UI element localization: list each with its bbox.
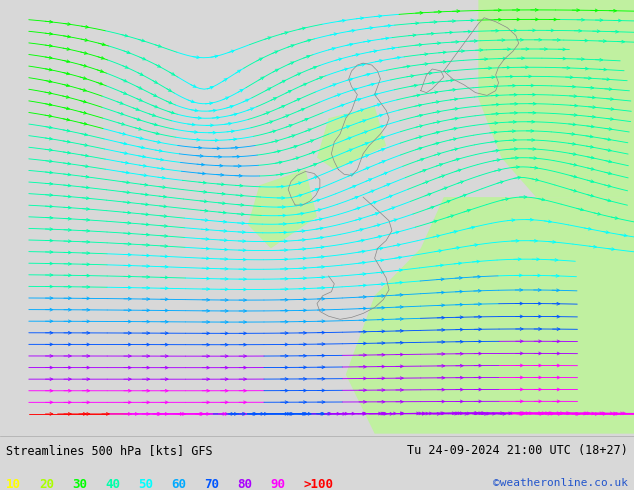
Text: 40: 40 bbox=[105, 478, 120, 490]
Text: ©weatheronline.co.uk: ©weatheronline.co.uk bbox=[493, 478, 628, 488]
Text: 30: 30 bbox=[72, 478, 87, 490]
Text: >100: >100 bbox=[303, 478, 333, 490]
Text: 80: 80 bbox=[237, 478, 252, 490]
Text: 20: 20 bbox=[39, 478, 55, 490]
Text: 90: 90 bbox=[270, 478, 285, 490]
Text: Tu 24-09-2024 21:00 UTC (18+27): Tu 24-09-2024 21:00 UTC (18+27) bbox=[407, 444, 628, 457]
Polygon shape bbox=[479, 0, 634, 197]
Text: Streamlines 500 hPa [kts] GFS: Streamlines 500 hPa [kts] GFS bbox=[6, 444, 213, 457]
Text: 70: 70 bbox=[204, 478, 219, 490]
Text: 60: 60 bbox=[171, 478, 186, 490]
Polygon shape bbox=[346, 197, 634, 434]
Text: 50: 50 bbox=[138, 478, 153, 490]
Text: 10: 10 bbox=[6, 478, 22, 490]
Polygon shape bbox=[317, 106, 386, 170]
Polygon shape bbox=[248, 170, 317, 248]
